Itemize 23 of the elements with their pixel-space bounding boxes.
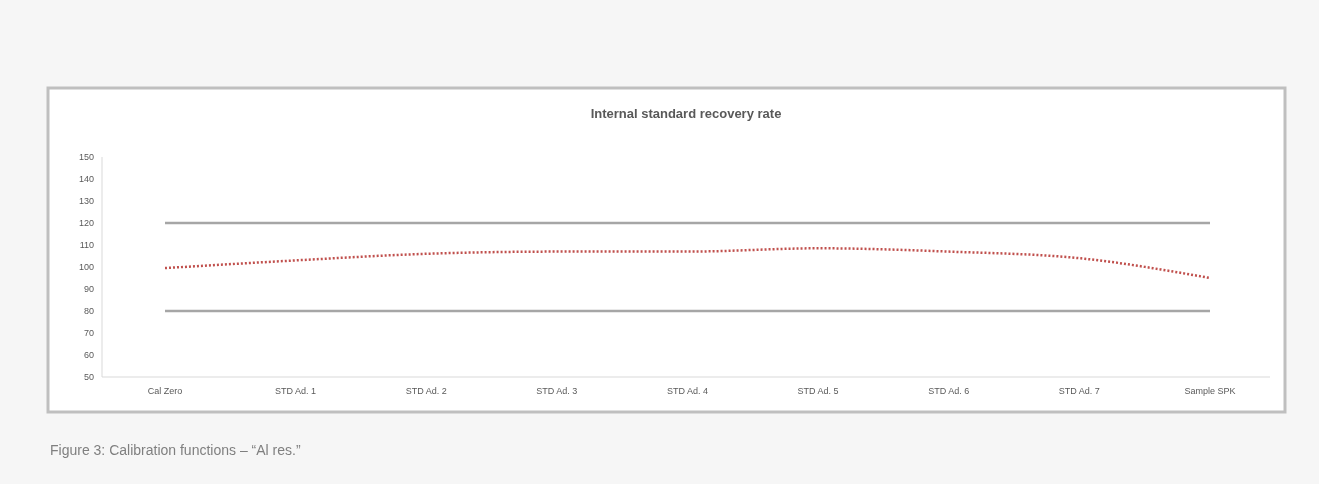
x-tick-label: STD Ad. 3 <box>536 386 578 397</box>
caption: Figure 3: Calibration functions – “Al res.” <box>50 442 301 458</box>
y-tick-label: 100 <box>78 262 94 273</box>
y-tick-label: 70 <box>83 328 94 339</box>
x-tick-label: STD Ad. 1 <box>275 386 317 397</box>
y-tick-label: 110 <box>79 240 94 251</box>
y-tick-label: 80 <box>83 306 94 317</box>
x-tick-label: STD Ad. 4 <box>666 386 709 397</box>
y-tick-label: 130 <box>78 196 94 207</box>
chart-title: Internal standard recovery rate <box>590 106 782 121</box>
y-tick-label: 50 <box>83 372 94 383</box>
x-tick-label: STD Ad. 7 <box>1058 386 1100 397</box>
y-tick-label: 150 <box>78 152 94 163</box>
y-tick-label: 140 <box>78 174 94 185</box>
x-tick-label: STD Ad. 6 <box>928 386 970 397</box>
line-series <box>163 247 1212 280</box>
x-tick-label: Sample SPK <box>1184 386 1236 397</box>
y-tick-label: 90 <box>83 284 94 295</box>
y-tick-label: 120 <box>78 218 94 229</box>
x-tick-label: STD Ad. 2 <box>405 386 447 397</box>
x-tick-label: STD Ad. 5 <box>797 386 839 397</box>
y-tick-label: 60 <box>83 350 94 361</box>
x-tick-label: Cal Zero <box>147 386 183 397</box>
